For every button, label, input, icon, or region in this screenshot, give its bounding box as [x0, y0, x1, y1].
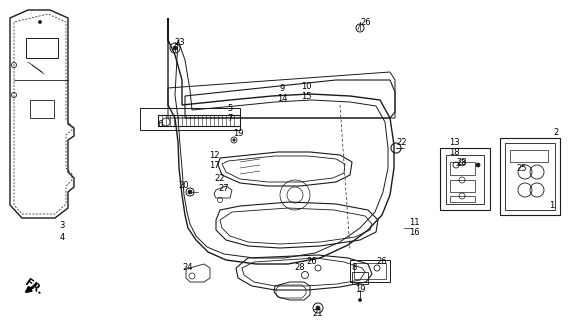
- Text: 7: 7: [227, 114, 233, 123]
- Text: 20: 20: [178, 180, 189, 189]
- Text: 19: 19: [233, 129, 243, 138]
- Text: 26: 26: [361, 18, 371, 27]
- Text: 25: 25: [517, 164, 527, 172]
- Circle shape: [359, 299, 362, 301]
- Text: 11: 11: [409, 218, 419, 227]
- Text: 28: 28: [295, 263, 305, 273]
- Text: 9: 9: [279, 84, 285, 92]
- Circle shape: [38, 20, 42, 23]
- Text: FR.: FR.: [23, 277, 45, 297]
- Text: 26: 26: [307, 258, 317, 267]
- Text: 27: 27: [219, 183, 229, 193]
- Text: 2: 2: [553, 127, 559, 137]
- Circle shape: [173, 46, 177, 50]
- Text: 17: 17: [209, 161, 219, 170]
- Circle shape: [233, 139, 235, 141]
- Text: 1: 1: [549, 201, 555, 210]
- Text: 12: 12: [209, 150, 219, 159]
- Text: 8: 8: [351, 263, 357, 273]
- Text: 10: 10: [301, 82, 311, 91]
- Circle shape: [188, 190, 192, 194]
- Text: 3: 3: [59, 220, 65, 229]
- Text: 6: 6: [157, 119, 162, 129]
- Text: 23: 23: [174, 37, 185, 46]
- Text: 5: 5: [228, 103, 233, 113]
- Circle shape: [476, 163, 480, 167]
- Text: 13: 13: [448, 138, 459, 147]
- Text: 15: 15: [301, 92, 311, 100]
- Text: 16: 16: [408, 228, 419, 236]
- Circle shape: [316, 306, 320, 310]
- Text: 28: 28: [456, 157, 467, 166]
- Text: 4: 4: [59, 233, 65, 242]
- Text: 18: 18: [448, 148, 459, 156]
- Text: 22: 22: [397, 138, 407, 147]
- Text: 19: 19: [355, 285, 366, 294]
- Text: 21: 21: [313, 309, 323, 318]
- Text: 26: 26: [377, 258, 387, 267]
- Text: 22: 22: [214, 173, 225, 182]
- Text: 14: 14: [277, 93, 287, 102]
- Text: 24: 24: [182, 263, 193, 273]
